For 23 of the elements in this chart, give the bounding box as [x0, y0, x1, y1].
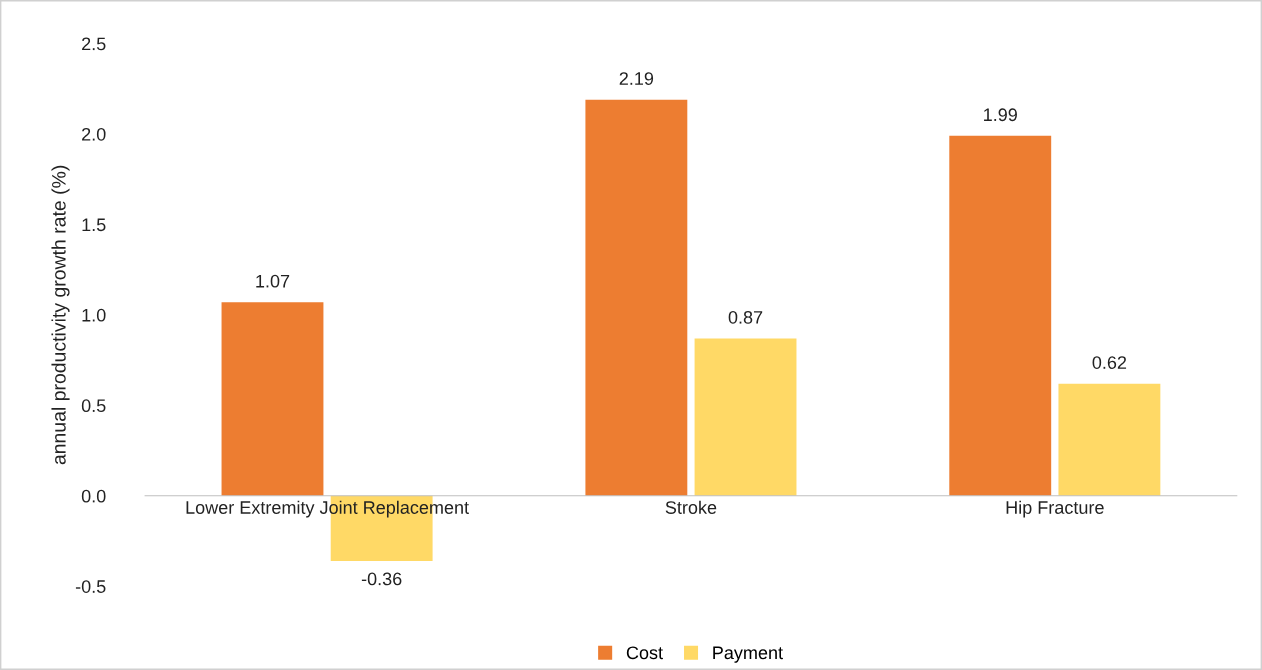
data-label: -0.36 — [361, 572, 402, 586]
bar — [221, 302, 324, 496]
data-label: 1.07 — [256, 274, 290, 288]
y-tick-label: 2.0 — [82, 127, 106, 141]
data-label: 1.99 — [984, 108, 1017, 122]
y-tick-label: 0.5 — [81, 399, 106, 413]
bar — [949, 135, 1052, 496]
x-tick-label: Stroke — [665, 500, 717, 514]
legend-label: Cost — [626, 646, 663, 660]
bar — [1058, 383, 1161, 496]
y-tick-label: -0.5 — [75, 580, 106, 593]
data-label: 0.87 — [728, 310, 763, 324]
y-axis-title: annual productivity growth rate (%) — [51, 165, 70, 465]
y-tick-label: 0.0 — [81, 489, 106, 503]
data-label: 0.62 — [1092, 356, 1127, 369]
legend-label: Payment — [713, 646, 783, 663]
data-label: 2.19 — [619, 72, 654, 85]
y-tick-label: 2.5 — [82, 37, 106, 51]
bar — [585, 99, 688, 496]
bar — [694, 338, 797, 496]
y-tick-label: 1.5 — [82, 218, 106, 232]
x-tick-label: Hip Fracture — [1006, 500, 1104, 518]
y-tick-label: 1.0 — [82, 308, 106, 322]
